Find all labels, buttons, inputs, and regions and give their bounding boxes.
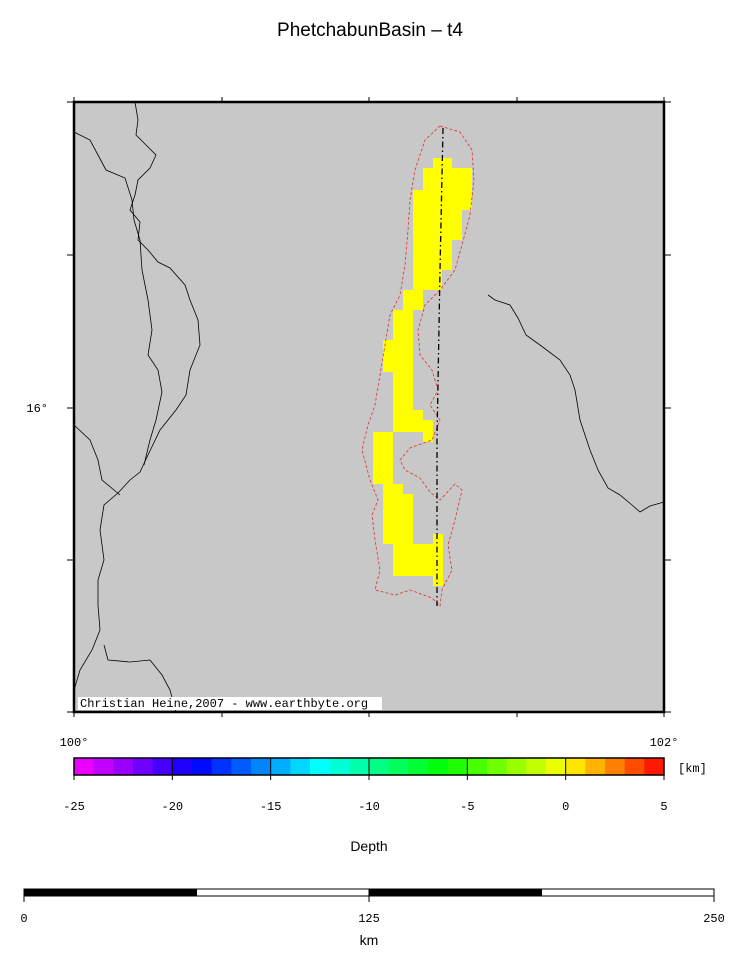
map-background [74, 102, 664, 712]
depth-cell [413, 410, 423, 432]
color-segment [408, 758, 429, 775]
color-segment [251, 758, 272, 775]
color-segment [487, 758, 508, 775]
depth-cell [433, 534, 443, 586]
scalebar-tick-label: 125 [358, 912, 380, 926]
depth-cell [413, 240, 452, 270]
color-segment [172, 758, 193, 775]
lon-label: 102° [650, 736, 679, 750]
colorbar: -25 -20 -15 -10 -5 0 5 [63, 757, 668, 814]
color-segment [585, 758, 606, 775]
scalebar-segment [23, 888, 197, 897]
color-segment [270, 758, 291, 775]
colorbar-tick-label: -5 [460, 800, 474, 814]
depth-cell [393, 372, 413, 432]
color-segment [290, 758, 311, 775]
color-segment [93, 758, 114, 775]
colorbar-tick-label: -10 [358, 800, 380, 814]
depth-cell [393, 544, 433, 576]
color-segment [506, 758, 527, 775]
color-segment [74, 758, 95, 775]
colorbar-tick-label: -15 [260, 800, 282, 814]
color-segment [467, 758, 488, 775]
color-segment [310, 758, 331, 775]
depth-cell [413, 270, 442, 290]
border-line [487, 294, 665, 513]
color-segment [428, 758, 449, 775]
credit-box [78, 697, 382, 710]
scalebar: 0 125 250 [20, 888, 725, 926]
scalebar-segment [368, 888, 542, 897]
border-line [73, 101, 201, 691]
colorbar-label: Depth [350, 838, 387, 854]
color-segment [546, 758, 567, 775]
basin-outline [361, 125, 475, 607]
credit: Christian Heine,2007 - www.earthbyte.org [80, 697, 368, 711]
scalebar-tick-label: 0 [20, 912, 27, 926]
color-segment [231, 758, 252, 775]
lon-label: 100° [60, 736, 89, 750]
title: PhetchabunBasin – t4 [277, 20, 463, 41]
depth-cell [423, 420, 433, 442]
colorbar-tick-label: -25 [63, 800, 85, 814]
color-segment [349, 758, 370, 775]
colorbar-unit: [km] [678, 762, 707, 776]
lat-label: 16° [26, 402, 48, 416]
color-segment [526, 758, 547, 775]
depth-cell [383, 494, 413, 544]
colorbar-tick-label: 5 [660, 800, 667, 814]
scalebar-tick-label: 250 [703, 912, 725, 926]
colorbar-tick-label: -20 [162, 800, 184, 814]
color-segment [152, 758, 173, 775]
color-segment [644, 758, 665, 775]
color-segment [447, 758, 468, 775]
color-segment [329, 758, 350, 775]
border-line [103, 644, 177, 713]
profile-line [436, 127, 444, 606]
depth-cell [373, 432, 393, 484]
color-segment [388, 758, 409, 775]
depth-cell [403, 290, 423, 310]
color-segment [113, 758, 134, 775]
coastlines [73, 101, 665, 713]
scalebar-segment [196, 888, 370, 897]
color-segment [211, 758, 232, 775]
river-line [73, 131, 163, 466]
colorbar-tick-label: 0 [562, 800, 569, 814]
depth-cells [373, 158, 472, 586]
depth-cell [383, 340, 413, 372]
depth-cell [393, 310, 413, 340]
color-segment [624, 758, 645, 775]
color-segment [565, 758, 586, 775]
depth-cell [383, 484, 403, 494]
scalebar-segment [541, 888, 715, 897]
border-line [73, 424, 121, 496]
scalebar-unit: km [360, 932, 379, 948]
color-segment [369, 758, 390, 775]
color-segment [605, 758, 626, 775]
depth-cell [413, 190, 462, 240]
map: Christian Heine,2007 - www.earthbyte.org… [26, 97, 678, 750]
frame-ticks [67, 97, 671, 717]
color-segment [192, 758, 213, 775]
color-segment [133, 758, 154, 775]
